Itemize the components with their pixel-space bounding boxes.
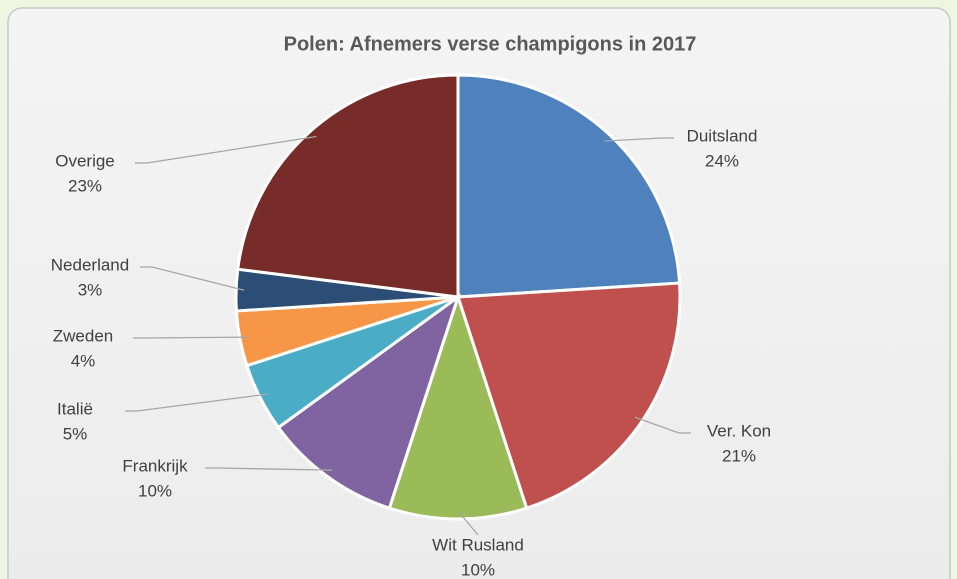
category-label: Zweden xyxy=(53,326,113,345)
category-label: Wit Rusland xyxy=(432,535,524,554)
leader-line xyxy=(205,467,333,471)
leader-line xyxy=(140,266,245,291)
chart-title: Polen: Afnemers verse champigons in 2017 xyxy=(284,33,697,55)
value-label: 3% xyxy=(78,280,103,299)
value-label: 10% xyxy=(461,560,495,579)
leader-line xyxy=(125,393,268,412)
leader-line xyxy=(604,137,674,142)
leader-line xyxy=(135,135,317,164)
value-label: 5% xyxy=(63,424,88,443)
category-label: Nederland xyxy=(51,255,129,274)
category-label: Overige xyxy=(55,151,115,170)
value-label: 4% xyxy=(71,351,96,370)
leader-line xyxy=(457,510,479,536)
pie-slice xyxy=(455,281,682,511)
value-label: 21% xyxy=(722,446,756,465)
value-label: 24% xyxy=(705,151,739,170)
category-label: Italië xyxy=(57,399,93,418)
category-label: Ver. Kon xyxy=(707,421,771,440)
pie-slice xyxy=(276,293,461,511)
pie-slice xyxy=(456,73,682,299)
value-label: 10% xyxy=(138,481,172,500)
pie-slice xyxy=(236,73,460,299)
leader-line xyxy=(133,336,248,339)
value-label: 23% xyxy=(68,176,102,195)
pie-slice xyxy=(387,292,529,521)
category-label: Frankrijk xyxy=(122,456,188,475)
leader-line xyxy=(634,416,691,434)
category-label: Duitsland xyxy=(687,126,758,145)
